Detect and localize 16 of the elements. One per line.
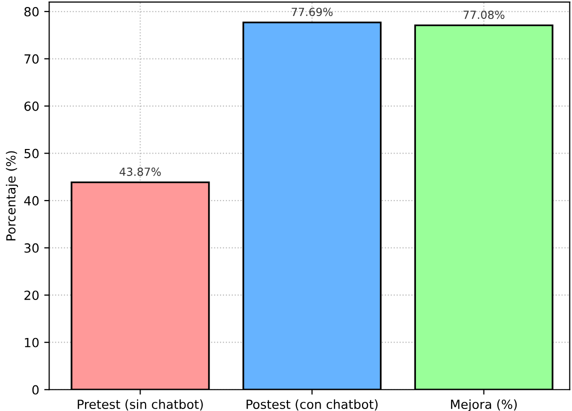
data-label: 77.69% xyxy=(292,8,333,16)
x-tick-label: Postest (con chatbot) xyxy=(246,399,378,410)
y-tick-label: 0 xyxy=(32,385,39,395)
y-tick-label: 50 xyxy=(24,148,39,158)
data-label: 77.08% xyxy=(464,10,504,19)
y-tick-label: 30 xyxy=(24,243,39,253)
y-axis-title: Porcentaje (%) xyxy=(6,151,18,240)
data-label: 43.87% xyxy=(120,168,161,176)
y-tick-label: 80 xyxy=(24,6,39,16)
y-tick-label: 10 xyxy=(24,338,39,348)
y-tick-label: 70 xyxy=(24,54,39,64)
x-tick-label: Mejora (%) xyxy=(451,399,517,411)
x-tick-label: Pretest (sin chatbot) xyxy=(78,399,203,410)
y-tick-label: 20 xyxy=(24,290,39,300)
y-tick-label: 40 xyxy=(24,196,39,206)
y-tick-label: 60 xyxy=(24,102,39,111)
